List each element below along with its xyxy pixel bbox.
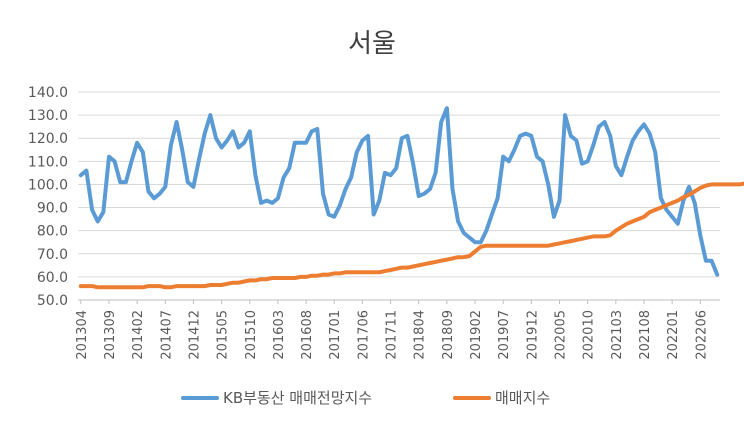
- x-tick-label: 201902: [469, 310, 484, 360]
- chart-title: 서울: [348, 29, 396, 59]
- x-tick-label: 201706: [356, 310, 371, 360]
- x-tick-label: 202201: [666, 310, 681, 360]
- legend-label-2: 매매지수: [495, 389, 550, 407]
- x-tick-label: 201701: [328, 310, 343, 360]
- x-tick-label: 201510: [244, 310, 259, 360]
- x-axis-ticks: 201304 201309 201402 201407 201412 201505 2015…: [75, 300, 709, 360]
- x-tick-label: 201608: [300, 310, 315, 360]
- x-tick-label: 202108: [638, 310, 653, 360]
- y-tick-label: 110.0: [28, 154, 68, 170]
- x-tick-label: 202103: [610, 310, 625, 360]
- y-tick-label: 90.0: [37, 201, 68, 217]
- legend-label-1: KB부동산 매매전망지수: [223, 389, 372, 407]
- x-tick-label: 201402: [131, 310, 146, 360]
- x-tick-label: 201907: [497, 310, 512, 360]
- y-tick-label: 120.0: [28, 131, 68, 147]
- x-tick-label: 201412: [187, 310, 202, 360]
- x-tick-label: 202005: [554, 310, 569, 360]
- x-tick-label: 202010: [582, 310, 597, 360]
- y-tick-label: 60.0: [37, 270, 68, 286]
- x-tick-label: 202206: [694, 310, 709, 360]
- y-tick-label: 70.0: [37, 247, 68, 263]
- x-tick-label: 201711: [385, 310, 400, 360]
- legend: KB부동산 매매전망지수 매매지수: [181, 389, 550, 407]
- y-tick-label: 130.0: [28, 108, 68, 124]
- y-tick-label: 80.0: [37, 224, 68, 240]
- series-line-1: [78, 106, 720, 277]
- x-tick-label: 201603: [272, 310, 287, 360]
- x-tick-label: 201304: [75, 310, 90, 360]
- series-lines: [78, 106, 744, 290]
- x-tick-label: 201407: [159, 310, 174, 360]
- y-tick-label: 140.0: [28, 85, 68, 101]
- series-line-2: [78, 181, 744, 290]
- y-tick-label: 100.0: [28, 177, 68, 193]
- x-tick-label: 201804: [413, 310, 428, 360]
- y-tick-label: 50.0: [37, 293, 68, 309]
- x-tick-label: 201505: [216, 310, 231, 360]
- y-axis-ticks: 140.0 130.0 120.0 110.0 100.0 90.0 80.0 70.0 60.…: [28, 85, 68, 309]
- x-tick-label: 201809: [441, 310, 456, 360]
- x-tick-label: 201309: [103, 310, 118, 360]
- x-tick-label: 201912: [525, 310, 540, 360]
